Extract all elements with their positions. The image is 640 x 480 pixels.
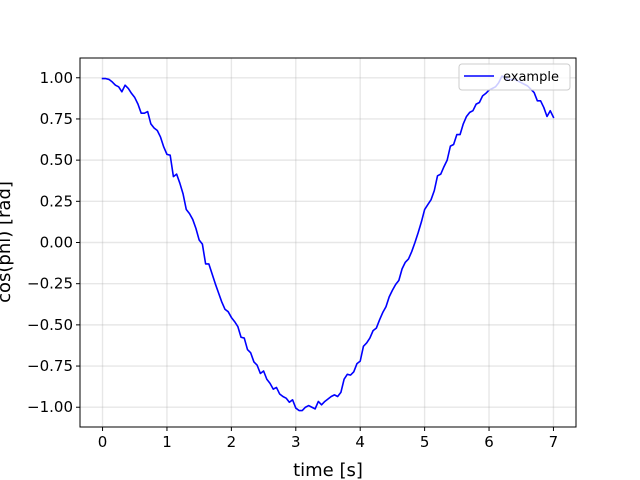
legend: example [458,63,571,91]
x-tick-label: 0 [98,433,108,451]
y-tick-label: −0.25 [27,275,73,293]
series-line-example [101,75,555,412]
grid [80,58,576,427]
x-tick-label: 5 [420,433,430,451]
y-tick-label: 0.50 [40,151,73,169]
x-tick-label: 2 [227,433,237,451]
x-tick-label: 6 [484,433,494,451]
x-axis: 0 1 2 3 4 5 6 7 [98,427,558,451]
y-axis: 1.00 0.75 0.50 0.25 0.00 −0.25 −0.50 −0.75 −1.00 [27,69,80,416]
y-tick-label: −0.50 [27,316,73,334]
x-tick-label: 4 [355,433,365,451]
y-tick-label: 0.00 [40,234,73,252]
y-tick-label: −1.00 [27,398,73,416]
series-layer [101,75,555,412]
y-tick-label: 0.75 [40,110,73,128]
y-tick-label: −0.75 [27,357,73,375]
legend-label: example [503,70,559,85]
y-tick-label: 1.00 [40,69,73,87]
x-axis-label: time [s] [293,460,363,480]
x-tick-label: 1 [162,433,172,451]
x-tick-label: 3 [291,433,301,451]
legend-box [458,63,571,91]
y-tick-label: 0.25 [40,192,73,210]
x-tick-label: 7 [549,433,559,451]
y-axis-label: cos(phi) [rad] [0,181,15,303]
